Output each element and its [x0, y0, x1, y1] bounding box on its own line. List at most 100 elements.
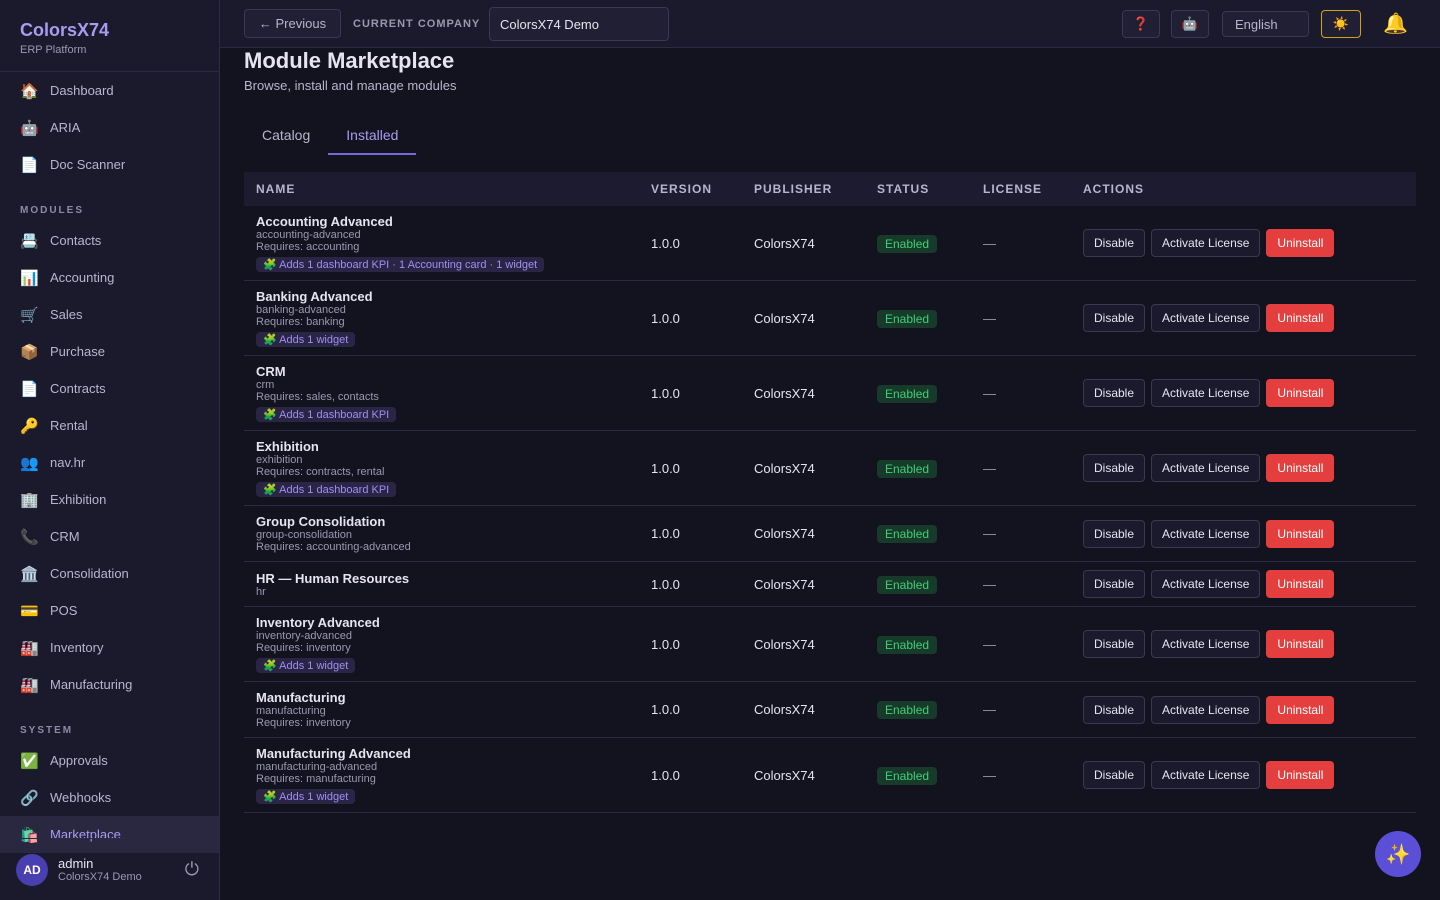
actions: Disable Activate License Uninstall — [1071, 681, 1416, 738]
brand-name: ColorsX74 — [20, 20, 110, 40]
theme[interactable]: ☀️ — [1321, 10, 1361, 38]
nav-item[interactable]: 📇 Contacts — [0, 222, 219, 259]
action-button[interactable]: Activate License — [1151, 630, 1261, 658]
nav-item[interactable]: 📄 Doc Scanner — [0, 146, 219, 183]
version: 1.0.0 — [639, 206, 742, 281]
license: — — [971, 430, 1071, 506]
status: Enabled — [877, 234, 938, 253]
module-row: Exhibition exhibition Requires: contracts,… — [244, 430, 1416, 506]
action-button[interactable]: Disable — [1083, 695, 1146, 724]
badge: 🧩 Adds 1 dashboard KPI · 1 Accounting ca… — [256, 257, 545, 272]
action-button[interactable]: Disable — [1083, 304, 1146, 332]
action-button[interactable]: Disable — [1083, 630, 1146, 658]
company-select[interactable]: ColorsX74 Demo — [489, 7, 669, 41]
action-button[interactable]: Uninstall — [1266, 304, 1335, 332]
action-button[interactable]: Activate License — [1151, 379, 1261, 407]
nav-label: Sales — [50, 307, 83, 322]
module-row: Inventory Advanced inventory-advanced Requ… — [244, 606, 1416, 682]
nav-label: POS — [50, 603, 78, 618]
badge: 🧩 Adds 1 dashboard KPI — [256, 482, 397, 497]
nav-item[interactable]: 📞 CRM — [0, 518, 219, 555]
nav-label: CRM — [50, 529, 80, 544]
nav-item[interactable]: 🛍️ Marketplace — [0, 816, 219, 853]
badge-text: Adds 1 widget — [279, 334, 349, 346]
assistant-fab[interactable]: ✨ — [1375, 831, 1421, 877]
status-cell: Enabled — [865, 505, 971, 562]
actions: Disable Activate License Uninstall — [1071, 206, 1416, 281]
action-button[interactable]: Disable — [1083, 379, 1146, 407]
column-header: NAME — [244, 172, 639, 206]
module-row: HR — Human Resources hr 1.0.0 ColorsX74 Enab… — [244, 561, 1416, 607]
module-slug: crm — [256, 379, 275, 391]
publisher: ColorsX74 — [742, 681, 865, 738]
action-button[interactable]: Activate License — [1151, 229, 1261, 257]
action-button[interactable]: Uninstall — [1266, 379, 1335, 407]
badge-text: Adds 1 widget — [279, 791, 349, 803]
nav-item[interactable]: 🔑 Rental — [0, 407, 219, 444]
column-header: ACTIONS — [1071, 172, 1416, 206]
nav-label: Doc Scanner — [50, 157, 126, 172]
nav-item[interactable]: ✅ Approvals — [0, 742, 219, 779]
nav-item[interactable]: 💳 POS — [0, 592, 219, 629]
action-button[interactable]: Activate License — [1151, 519, 1261, 548]
logout[interactable]: ⏻ — [184, 859, 199, 879]
nav-item[interactable]: 🏠 Dashboard — [0, 72, 219, 109]
module-slug: group-consolidation — [256, 529, 353, 541]
badge-text: Adds 1 widget — [279, 660, 349, 672]
language[interactable]: English — [1222, 11, 1309, 37]
tab[interactable]: Catalog — [262, 127, 311, 143]
modules-table: NAME VERSION PUBLISHER STATUS LICENSE ACTIONS… — [244, 172, 1416, 813]
badge-text: Adds 1 dashboard KPI — [279, 409, 390, 421]
action-button[interactable]: Uninstall — [1266, 229, 1335, 257]
content: Module Marketplace Browse, install and m… — [244, 48, 1416, 900]
name-cell: Accounting Advanced accounting-advanced Re… — [244, 206, 639, 281]
nav-item[interactable]: 🏭 Inventory — [0, 629, 219, 666]
notifications[interactable]: 🔔 — [1383, 13, 1408, 35]
status: Enabled — [877, 525, 938, 543]
action-button[interactable]: Activate License — [1151, 695, 1261, 724]
action-button[interactable]: Uninstall — [1266, 630, 1335, 658]
action-button[interactable]: Activate License — [1151, 304, 1261, 332]
action-button[interactable]: Activate License — [1151, 454, 1261, 482]
action-button[interactable]: Disable — [1083, 454, 1146, 482]
nav-item[interactable]: 🛒 Sales — [0, 296, 219, 333]
action-button[interactable]: Activate License — [1151, 761, 1261, 789]
action-button[interactable]: Uninstall — [1266, 695, 1335, 724]
action-button[interactable]: Uninstall — [1266, 454, 1335, 482]
license: — — [971, 280, 1071, 356]
nav-item[interactable]: 👥 nav.hr — [0, 444, 219, 481]
nav-item[interactable]: 🤖 ARIA — [0, 109, 219, 146]
nav-label: Dashboard — [50, 83, 114, 98]
publisher: ColorsX74 — [742, 606, 865, 682]
assistant[interactable]: 🤖 — [1171, 10, 1209, 38]
action-button[interactable]: Activate License — [1151, 570, 1261, 598]
action-button[interactable]: Uninstall — [1266, 761, 1335, 789]
tab[interactable]: Installed — [328, 116, 417, 155]
version: 1.0.0 — [639, 606, 742, 682]
status-cell: Enabled — [865, 355, 971, 431]
badge-icon: 🧩 — [263, 484, 277, 496]
nav-item[interactable]: 📄 Contracts — [0, 370, 219, 407]
nav-item[interactable]: 📦 Purchase — [0, 333, 219, 370]
nav-item[interactable]: 🔗 Webhooks — [0, 779, 219, 816]
nav-icon: 🏭 — [20, 639, 39, 657]
action-button[interactable]: Uninstall — [1266, 519, 1335, 548]
action-button[interactable]: Disable — [1083, 519, 1146, 548]
publisher: ColorsX74 — [742, 355, 865, 431]
nav-label: nav.hr — [50, 455, 86, 470]
nav-item[interactable]: 🏭 Manufacturing — [0, 666, 219, 703]
action-button[interactable]: Uninstall — [1266, 570, 1335, 598]
action-button[interactable]: Disable — [1083, 229, 1146, 257]
action-button[interactable]: Disable — [1083, 761, 1146, 789]
nav-item[interactable]: 📊 Accounting — [0, 259, 219, 296]
nav-item[interactable]: 🏢 Exhibition — [0, 481, 219, 518]
module-name: Inventory Advanced — [256, 615, 380, 630]
avatar: AD — [16, 853, 48, 886]
help[interactable]: ❓ — [1122, 10, 1160, 38]
action-button[interactable]: Disable — [1083, 570, 1146, 598]
nav-label: Accounting — [50, 270, 115, 285]
status-cell: Enabled — [865, 681, 971, 738]
nav-item[interactable]: 🏛️ Consolidation — [0, 555, 219, 592]
name-cell: Banking Advanced banking-advanced Requires… — [244, 280, 639, 356]
previous[interactable]: ← Previous — [244, 9, 341, 38]
